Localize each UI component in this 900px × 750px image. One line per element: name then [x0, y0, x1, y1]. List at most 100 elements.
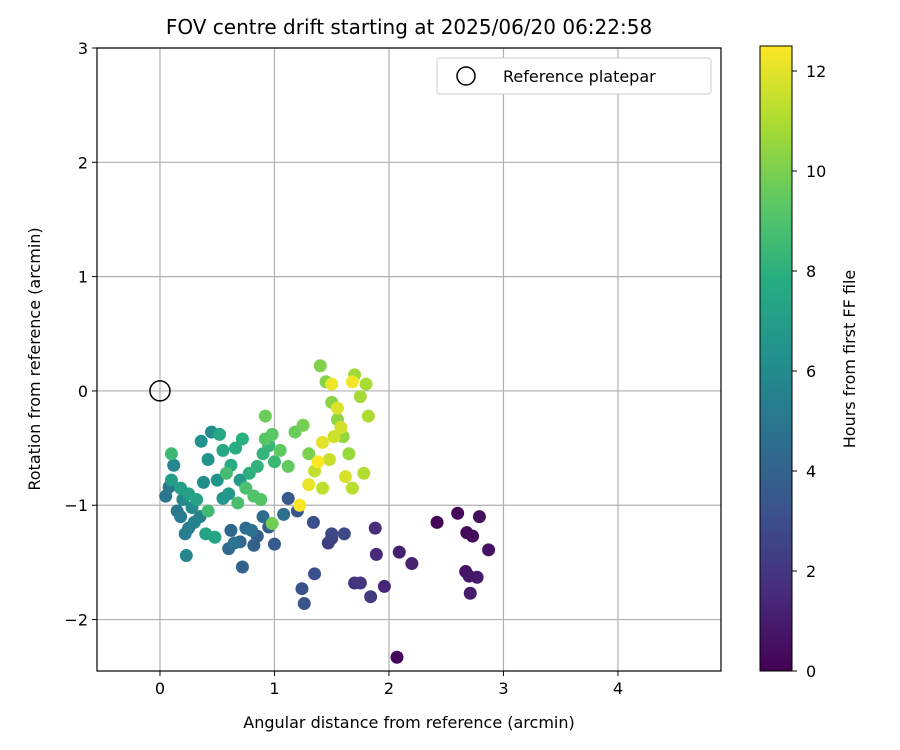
colorbar-tick-label: 4	[806, 462, 816, 481]
data-point	[174, 510, 188, 524]
x-axis-label: Angular distance from reference (arcmin)	[243, 713, 574, 732]
data-point	[293, 498, 307, 512]
data-point	[306, 515, 320, 529]
data-point	[213, 427, 227, 441]
y-tick-label: 0	[78, 382, 88, 401]
y-tick-label: 2	[78, 153, 88, 172]
y-tick-label: 3	[78, 39, 88, 58]
data-point	[337, 527, 351, 541]
data-point	[297, 597, 311, 611]
colorbar	[759, 45, 793, 672]
data-point	[201, 453, 215, 467]
data-point	[281, 459, 295, 473]
data-point	[316, 435, 330, 449]
data-point	[357, 466, 371, 480]
x-tick-label: 0	[155, 679, 165, 698]
colorbar-tick-label: 0	[806, 662, 816, 681]
y-axis-label: Rotation from reference (arcmin)	[25, 227, 44, 490]
data-point	[295, 582, 309, 596]
data-point	[463, 586, 477, 600]
data-point	[216, 443, 230, 457]
x-tick-label: 2	[384, 679, 394, 698]
data-point	[235, 560, 249, 574]
data-point	[254, 493, 268, 507]
data-point	[334, 421, 348, 435]
data-point	[327, 430, 341, 444]
data-point	[377, 579, 391, 593]
data-point	[219, 466, 233, 480]
data-point	[164, 447, 178, 461]
data-point	[194, 434, 208, 448]
data-point	[210, 473, 224, 487]
x-tick-label: 1	[269, 679, 279, 698]
data-point	[235, 432, 249, 446]
data-point	[405, 557, 419, 571]
data-point	[392, 545, 406, 559]
colorbar-tick-label: 10	[806, 162, 826, 181]
data-point	[196, 475, 210, 489]
data-point	[267, 537, 281, 551]
data-point	[316, 481, 330, 495]
data-point	[313, 359, 327, 373]
data-point	[265, 517, 279, 531]
data-point	[368, 521, 382, 535]
data-point	[308, 567, 322, 581]
data-point	[338, 470, 352, 484]
data-point	[364, 590, 378, 604]
data-point	[201, 504, 215, 518]
data-point	[330, 401, 344, 415]
data-point	[245, 523, 259, 537]
data-point	[325, 527, 339, 541]
y-axis-ticks: −2 −1 0 1 2 3	[64, 39, 97, 630]
data-point	[231, 496, 245, 510]
data-point	[482, 543, 496, 557]
data-points	[149, 359, 496, 664]
x-tick-label: 4	[613, 679, 623, 698]
colorbar-tick-label: 8	[806, 262, 816, 281]
data-point	[361, 409, 375, 423]
data-point	[302, 478, 316, 492]
data-point	[451, 506, 465, 520]
data-point	[345, 481, 359, 495]
data-point	[256, 510, 270, 524]
data-point	[229, 441, 243, 455]
data-point	[302, 447, 316, 461]
data-point	[325, 377, 339, 391]
colorbar-label: Hours from first FF file	[840, 270, 859, 449]
grid	[97, 47, 721, 671]
data-point	[222, 487, 236, 501]
y-tick-label: 1	[78, 268, 88, 287]
data-point	[224, 523, 238, 537]
data-point	[470, 570, 484, 584]
colorbar-tick-label: 6	[806, 362, 816, 381]
y-tick-label: −2	[64, 611, 88, 630]
data-point	[466, 529, 480, 543]
data-point	[277, 507, 291, 521]
reference-platepar-marker	[149, 380, 171, 402]
data-point	[208, 530, 222, 544]
legend-box	[436, 57, 712, 95]
data-point	[342, 447, 356, 461]
data-point	[227, 536, 241, 550]
data-point	[359, 377, 373, 391]
data-point	[167, 458, 181, 472]
data-point	[179, 549, 193, 563]
data-point	[190, 493, 204, 507]
y-tick-label: −1	[64, 496, 88, 515]
x-axis-ticks: 0 1 2 3 4	[155, 671, 623, 698]
data-point	[472, 510, 486, 524]
data-point	[281, 491, 295, 505]
plot-frame	[96, 47, 722, 672]
data-point	[353, 390, 367, 404]
data-point	[265, 427, 279, 441]
data-point	[247, 538, 261, 552]
data-point	[322, 453, 336, 467]
legend: Reference platepar	[436, 57, 712, 95]
data-point	[258, 409, 272, 423]
legend-label: Reference platepar	[503, 67, 656, 86]
data-point	[267, 455, 281, 469]
chart-title: FOV centre drift starting at 2025/06/20 …	[166, 15, 652, 39]
data-point	[250, 459, 264, 473]
colorbar-tick-label: 12	[806, 62, 826, 81]
